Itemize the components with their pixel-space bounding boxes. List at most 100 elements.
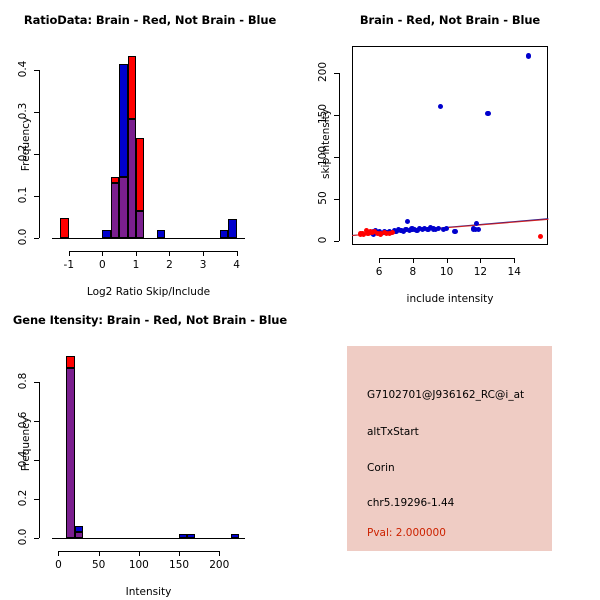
x-axis-tick-label: 4 [233,259,240,271]
x-axis-tick [379,258,381,263]
x-axis-tick-label: 50 [91,559,106,571]
y-axis-tick [334,240,339,242]
histogram-bar [66,355,75,368]
panel-intensity-scatter: Brain - Red, Not Brain - Blue 6 8 10 12 14 0 5… [300,0,600,305]
y-axis-tick [34,421,39,423]
x-axis-title: include intensity [406,293,494,305]
x-axis-tick-label: 14 [507,266,521,278]
scatter-point-brain [386,230,392,236]
scatter-point-notbrain [452,228,458,235]
probe-id-label: G7102701@J936162_RC@i_at [367,389,525,401]
y-axis-title: skip intensity [320,108,332,179]
x-axis-tick [236,251,238,256]
y-axis-tick [334,72,339,74]
x-axis-tick [169,251,171,256]
histogram-bar-overlap [127,119,136,238]
y-axis-tick [34,460,39,462]
y-axis-tick-label: 0.1 [17,186,29,204]
histogram-bar-overlap [74,531,83,538]
annotation-card: G7102701@J936162_RC@i_at altTxStart Cori… [347,346,552,551]
scatter-point-brain [389,229,396,235]
x-axis-tick-label: 3 [199,259,207,271]
panel-ratio-histogram: RatioData: Brain - Red, Not Brain - Blue… [0,0,300,300]
scatter-point-notbrain [422,225,428,231]
x-axis-tick-label: 6 [375,266,383,278]
y-axis-tick [34,153,39,155]
y-axis-tick-label: 0.8 [17,372,29,390]
y-axis-tick-label: 0.2 [17,489,29,507]
x-axis-tick [179,551,181,556]
scatter-point-brain [361,231,367,238]
y-axis-tick [34,69,39,71]
y-axis-tick-label: 0.4 [17,60,29,78]
y-axis-tick [34,238,39,239]
y-axis-tick-label: 200 [317,61,329,82]
panel-gene-intensity-histogram: Gene Itensity: Brain - Red, Not Brain - … [0,300,300,600]
scatter-point-brain [374,230,380,236]
x-axis-tick-label: 0 [55,559,62,571]
x-axis-tick [219,551,221,556]
y-axis-tick [34,111,39,113]
histogram-bar-overlap [119,177,128,238]
x-axis-title: Log2 Ratio Skip/Include [86,286,211,298]
y-axis-tick-label: 0 [317,236,329,244]
histogram-bar [231,534,240,538]
x-axis-tick [514,258,516,263]
histogram-bar [119,63,128,178]
histogram-bar [102,229,111,238]
x-axis-tick [68,251,70,256]
histogram-bar [156,229,166,238]
y-axis-tick [34,382,39,384]
x-axis-tick [102,251,104,256]
scatter-point-notbrain [435,225,441,231]
x-axis-tick [203,251,205,256]
locus-label: chr5.19296-1.44 [367,497,455,509]
x-axis-tick-label: 0 [99,259,106,271]
y-axis-tick [34,195,39,197]
y-axis-tick-label: 0.0 [17,528,29,546]
histogram-bar [60,217,69,238]
ratio-histogram-title: RatioData: Brain - Red, Not Brain - Blue [23,13,277,27]
scatter-point-notbrain [440,226,446,233]
pval-label: Pval: 2.000000 [367,527,446,539]
scatter-point-notbrain [438,103,444,110]
x-axis-line [68,251,237,252]
y-axis-tick [334,156,339,158]
panel-annotation-info: G7102701@J936162_RC@i_at altTxStart Cori… [300,300,600,600]
x-axis-tick-label: 8 [409,266,417,278]
x-axis-tick-label: 2 [166,259,173,271]
histogram-bar [110,177,120,184]
y-axis-tick [34,538,39,539]
histogram-bar [74,526,83,532]
y-axis-tick-label: 50 [317,191,329,205]
y-axis-line [39,69,40,238]
scatter-point-notbrain [405,218,411,225]
x-axis-title: Intensity [125,586,172,598]
histogram-bar [135,137,145,211]
histogram-bar [219,229,229,238]
scatter-point-notbrain [473,220,479,226]
scatter-title: Brain - Red, Not Brain - Blue [359,13,541,27]
x-axis-tick [480,258,482,263]
y-axis-title: Frequency [20,116,32,171]
y-axis-title: Frequency [20,416,32,471]
x-axis-tick-label: 10 [439,266,454,278]
y-axis-tick [34,499,39,501]
histogram-bar [187,534,196,538]
x-axis-tick [98,551,100,556]
scatter-point-notbrain [485,110,491,116]
x-axis-tick-label: 100 [128,559,149,571]
x-axis-line [58,551,220,552]
gene-symbol-label: Corin [367,462,395,474]
y-axis-tick [334,114,339,116]
event-type-label: altTxStart [367,426,419,438]
y-axis-tick-label: 0.0 [17,228,29,246]
scatter-point-notbrain [476,226,482,233]
scatter-point-brain [378,231,384,237]
x-axis-tick [58,551,60,556]
scatter-point-notbrain [403,226,409,233]
scatter-point-brain [537,234,543,240]
x-axis-tick [138,551,140,556]
x-axis-tick-label: 200 [209,559,230,571]
